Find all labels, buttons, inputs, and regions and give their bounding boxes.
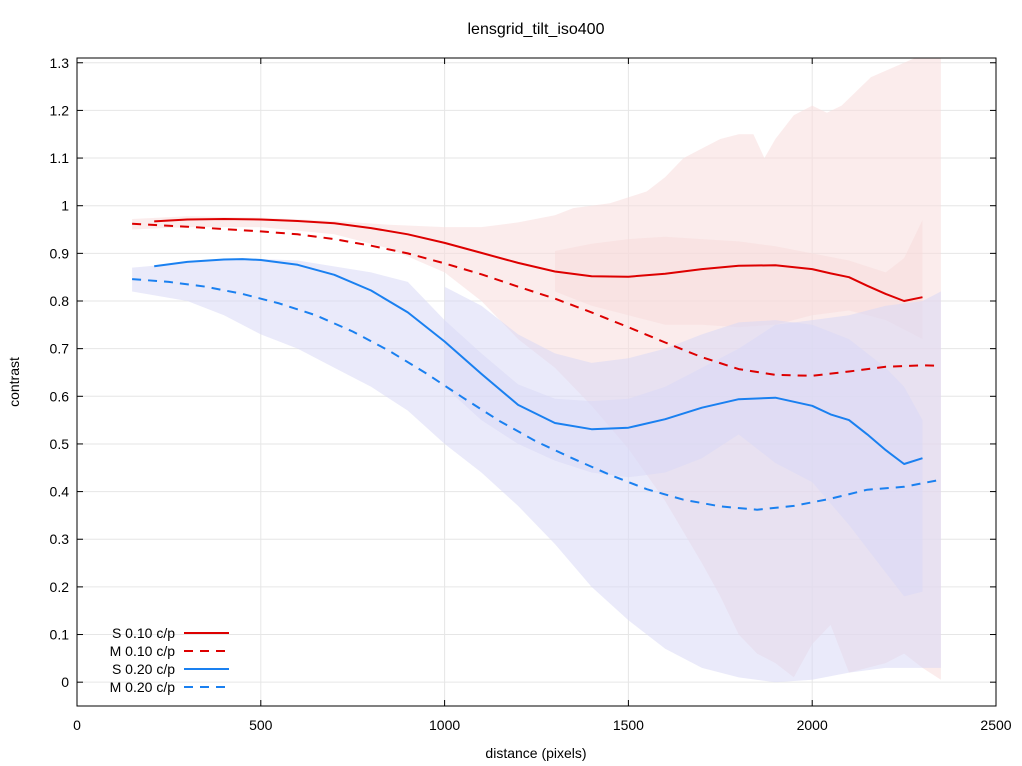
axis-ticks: 0 500 1000 1500 2000 2500 0 0.1 0.2 0.3 0.4 0.5 0.6 0… [50, 55, 1012, 733]
legend-label: S 0.10 c/p [112, 625, 175, 641]
y-tick-label: 1 [61, 198, 69, 214]
legend: S 0.10 c/p M 0.10 c/p S 0.20 c/p M 0.20 c/p [110, 625, 229, 695]
y-tick-label: 1.3 [50, 55, 70, 71]
plot-frame [76, 57, 997, 707]
x-tick-label: 1000 [429, 717, 460, 733]
chart-title: lensgrid_tilt_iso400 [468, 21, 605, 38]
y-tick-label: 1.2 [50, 102, 70, 118]
legend-label: M 0.10 c/p [110, 643, 176, 659]
series-line [154, 258, 923, 465]
uncertainty-bands [132, 58, 941, 683]
y-tick-label: 0.7 [50, 341, 70, 357]
y-tick-label: 0.1 [50, 627, 70, 643]
y-tick-label: 0.8 [50, 293, 70, 309]
series-line [132, 278, 942, 511]
y-tick-label: 0.9 [50, 245, 70, 261]
x-axis-label: distance (pixels) [485, 745, 586, 761]
x-tick-label: 1500 [613, 717, 644, 733]
y-tick-label: 0.6 [50, 388, 70, 404]
red-band [554, 220, 923, 340]
series-lines [132, 218, 942, 511]
y-axis-label: contrast [6, 357, 22, 407]
y-tick-label: 0.5 [50, 436, 70, 452]
legend-label: M 0.20 c/p [110, 679, 176, 695]
x-tick-label: 0 [73, 717, 81, 733]
y-tick-label: 0 [61, 674, 69, 690]
y-tick-label: 0.4 [50, 484, 70, 500]
y-tick-label: 1.1 [50, 150, 70, 166]
x-tick-label: 2500 [980, 717, 1011, 733]
blue-band [444, 286, 923, 597]
series-line [154, 218, 923, 302]
x-tick-label: 500 [249, 717, 273, 733]
y-tick-label: 0.2 [50, 579, 70, 595]
legend-label: S 0.20 c/p [112, 661, 175, 677]
x-tick-label: 2000 [797, 717, 828, 733]
y-tick-label: 0.3 [50, 531, 70, 547]
